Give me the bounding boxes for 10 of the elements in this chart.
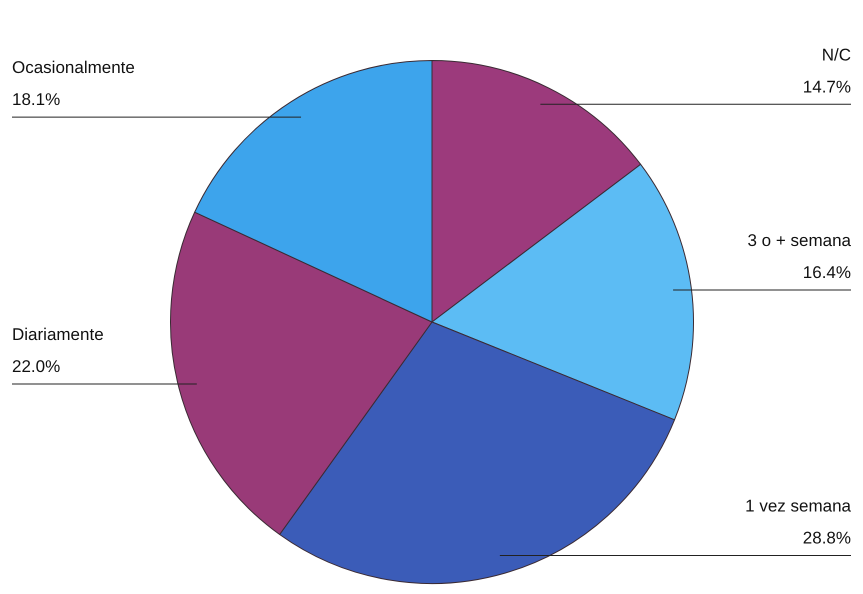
slice-label: Ocasionalmente <box>12 58 135 78</box>
data-label: 18.1% <box>12 90 60 110</box>
slice-label: 1 vez semana <box>745 496 852 516</box>
data-label: 28.8% <box>802 528 851 548</box>
data-label: 16.4% <box>802 263 851 282</box>
data-label: 22.0% <box>12 356 60 376</box>
slice-label: Diariamente <box>12 324 104 344</box>
data-label: 14.7% <box>802 77 851 96</box>
slice-label: N/C <box>822 45 851 64</box>
slice-label: 3 o + semana <box>748 231 852 250</box>
